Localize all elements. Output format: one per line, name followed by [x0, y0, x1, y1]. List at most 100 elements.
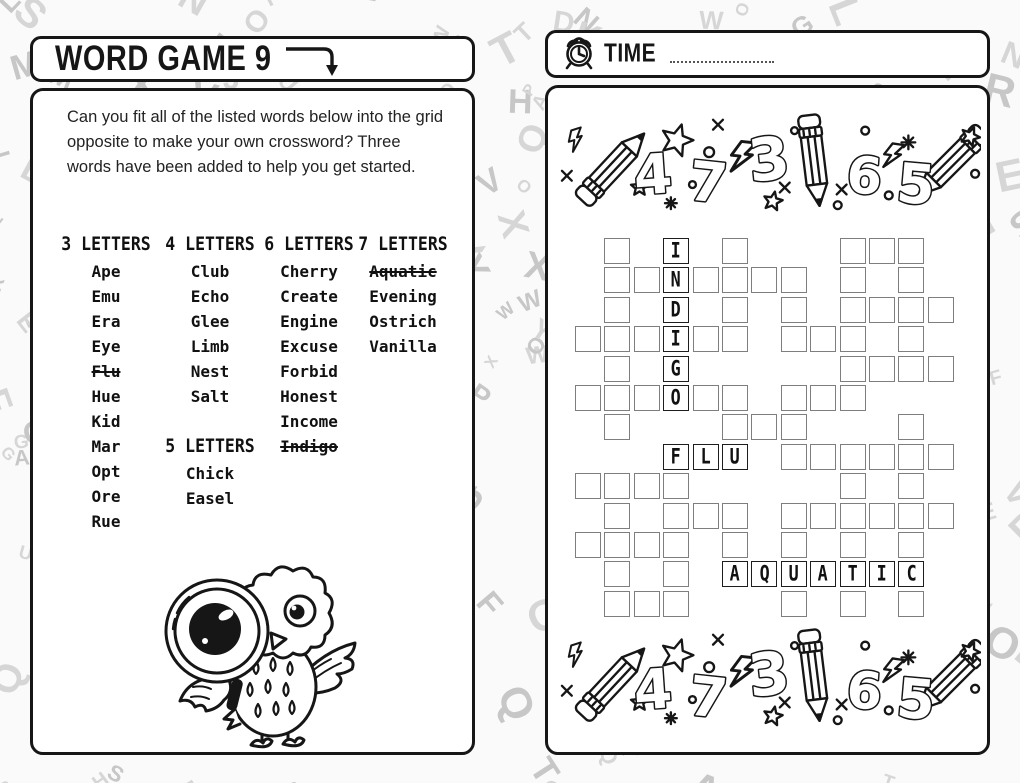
grid-cell[interactable]: G: [663, 355, 690, 382]
grid-cell[interactable]: [780, 414, 807, 441]
grid-cell[interactable]: [927, 502, 954, 529]
grid-cell[interactable]: [663, 502, 690, 529]
grid-cell[interactable]: [633, 590, 660, 617]
grid-cell[interactable]: [898, 443, 925, 470]
grid-cell[interactable]: [839, 443, 866, 470]
grid-cell[interactable]: [898, 531, 925, 558]
grid-cell[interactable]: [810, 443, 837, 470]
grid-cell[interactable]: [692, 326, 719, 353]
grid-cell[interactable]: T: [839, 561, 866, 588]
grid-cell[interactable]: [604, 296, 631, 323]
grid-cell[interactable]: [604, 502, 631, 529]
grid-cell[interactable]: I: [663, 238, 690, 264]
grid-cell[interactable]: [927, 296, 954, 323]
grid-cell[interactable]: [780, 326, 807, 353]
grid-cell[interactable]: [663, 590, 690, 617]
grid-cell[interactable]: [780, 502, 807, 529]
grid-cell[interactable]: [898, 473, 925, 500]
grid-cell[interactable]: [604, 590, 631, 617]
grid-cell[interactable]: [604, 414, 631, 441]
grid-cell[interactable]: F: [663, 443, 690, 470]
grid-cell[interactable]: [633, 384, 660, 411]
grid-cell[interactable]: [575, 326, 601, 353]
grid-cell[interactable]: [839, 473, 866, 500]
grid-cell[interactable]: A: [810, 561, 837, 588]
grid-cell[interactable]: [868, 296, 895, 323]
grid-cell[interactable]: [633, 267, 660, 294]
grid-cell[interactable]: [721, 414, 748, 441]
grid-cell[interactable]: [810, 326, 837, 353]
grid-cell[interactable]: [898, 296, 925, 323]
grid-cell[interactable]: [839, 267, 866, 294]
grid-cell[interactable]: [898, 502, 925, 529]
grid-cell[interactable]: [868, 238, 895, 264]
grid-cell[interactable]: [604, 561, 631, 588]
grid-cell[interactable]: I: [868, 561, 895, 588]
grid-cell[interactable]: [810, 502, 837, 529]
grid-cell[interactable]: [898, 414, 925, 441]
grid-cell[interactable]: [604, 267, 631, 294]
grid-cell[interactable]: D: [663, 296, 690, 323]
grid-cell[interactable]: U: [721, 443, 748, 470]
grid-cell[interactable]: [604, 326, 631, 353]
grid-cell[interactable]: I: [663, 326, 690, 353]
grid-cell[interactable]: [604, 473, 631, 500]
grid-cell[interactable]: [663, 561, 690, 588]
grid-cell[interactable]: [810, 384, 837, 411]
grid-cell[interactable]: [898, 238, 925, 264]
grid-cell[interactable]: [604, 355, 631, 382]
grid-cell[interactable]: [692, 502, 719, 529]
grid-cell[interactable]: N: [663, 267, 690, 294]
grid-cell[interactable]: [692, 267, 719, 294]
grid-cell[interactable]: L: [692, 443, 719, 470]
grid-cell[interactable]: [604, 238, 631, 264]
grid-cell[interactable]: [663, 473, 690, 500]
time-input-line[interactable]: [670, 45, 775, 63]
grid-cell[interactable]: [839, 296, 866, 323]
grid-cell[interactable]: [839, 590, 866, 617]
grid-cell[interactable]: [927, 443, 954, 470]
grid-cell[interactable]: [721, 384, 748, 411]
grid-cell[interactable]: O: [663, 384, 690, 411]
grid-cell[interactable]: [868, 502, 895, 529]
grid-cell[interactable]: [839, 531, 866, 558]
grid-cell[interactable]: [898, 355, 925, 382]
grid-cell[interactable]: Q: [751, 561, 778, 588]
grid-cell[interactable]: [780, 443, 807, 470]
grid-cell[interactable]: [868, 355, 895, 382]
grid-cell[interactable]: [898, 326, 925, 353]
grid-cell[interactable]: [663, 531, 690, 558]
grid-cell[interactable]: [839, 238, 866, 264]
grid-cell[interactable]: [721, 531, 748, 558]
grid-cell[interactable]: [780, 590, 807, 617]
grid-cell[interactable]: [692, 384, 719, 411]
grid-cell[interactable]: [604, 531, 631, 558]
grid-cell[interactable]: U: [780, 561, 807, 588]
grid-cell[interactable]: [633, 326, 660, 353]
grid-cell[interactable]: [575, 531, 601, 558]
grid-cell[interactable]: [780, 267, 807, 294]
grid-cell[interactable]: [721, 502, 748, 529]
grid-cell[interactable]: [868, 443, 895, 470]
grid-cell[interactable]: [751, 414, 778, 441]
grid-cell[interactable]: [604, 384, 631, 411]
grid-cell[interactable]: [898, 590, 925, 617]
grid-cell[interactable]: [751, 267, 778, 294]
grid-cell[interactable]: [721, 267, 748, 294]
grid-cell[interactable]: [839, 502, 866, 529]
grid-cell[interactable]: [721, 296, 748, 323]
grid-cell[interactable]: [633, 473, 660, 500]
grid-cell[interactable]: [839, 326, 866, 353]
grid-cell[interactable]: [721, 238, 748, 264]
grid-cell[interactable]: C: [898, 561, 925, 588]
grid-cell[interactable]: [780, 296, 807, 323]
grid-cell[interactable]: [633, 531, 660, 558]
grid-cell[interactable]: [575, 473, 601, 500]
grid-cell[interactable]: [839, 355, 866, 382]
grid-cell[interactable]: [898, 267, 925, 294]
grid-cell[interactable]: [780, 384, 807, 411]
grid-cell[interactable]: A: [721, 561, 748, 588]
grid-cell[interactable]: [927, 355, 954, 382]
grid-cell[interactable]: [575, 384, 601, 411]
grid-cell[interactable]: [839, 384, 866, 411]
